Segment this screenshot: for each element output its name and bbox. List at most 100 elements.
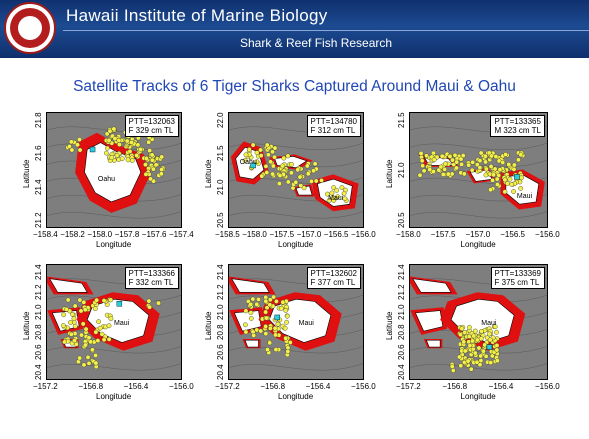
bathymetry-map: [47, 125, 181, 219]
track-point: [77, 355, 83, 361]
x-tick-label: −156.0: [535, 230, 560, 239]
x-tick-label: −156.5: [500, 230, 525, 239]
track-point: [259, 173, 265, 179]
bathymetry-map: [410, 125, 547, 219]
shark-id-legend: PTT=133369 F 375 cm TL: [490, 267, 545, 289]
bathymetry-map: [47, 276, 181, 371]
track-point: [477, 165, 483, 170]
track-point: [494, 343, 500, 348]
track-point: [104, 145, 110, 151]
track-point: [68, 331, 74, 337]
x-tick-label: −157.5: [430, 230, 456, 239]
depth-contour: [47, 211, 181, 219]
track-point: [153, 162, 159, 168]
track-point: [273, 332, 278, 338]
y-tick-label: 21.0: [397, 304, 406, 320]
y-tick-label: 21.5: [216, 145, 225, 162]
page-title: Satellite Tracks of 6 Tiger Sharks Captu…: [73, 78, 516, 95]
track-point: [248, 301, 254, 307]
track-point: [72, 338, 77, 344]
track-point: [68, 139, 74, 145]
track-point: [264, 142, 270, 148]
track-point: [265, 347, 270, 353]
track-point: [297, 174, 303, 180]
track-point: [69, 147, 75, 153]
track-point: [458, 156, 464, 162]
track-point: [481, 348, 486, 354]
y-tick-label: 21.4: [34, 179, 43, 195]
x-tick-label: −157.2: [396, 382, 421, 391]
track-point: [159, 167, 164, 172]
y-tick-label: 21.0: [34, 304, 43, 320]
track-point: [254, 150, 260, 156]
track-point: [504, 181, 510, 186]
track-point: [487, 337, 493, 343]
track-point: [88, 339, 94, 345]
track-point: [99, 331, 105, 337]
header-subtitle: Shark & Reef Fish Research: [240, 36, 393, 50]
map-plot-area: Maui PTT=133366 F 332 cm TL: [46, 264, 182, 380]
track-point: [289, 170, 294, 176]
header-title: Hawaii Institute of Marine Biology: [66, 6, 328, 25]
x-tick-label: −158.0: [242, 230, 267, 239]
y-tick-label: 21.2: [216, 284, 225, 300]
track-point: [454, 159, 460, 165]
depth-contour: [229, 211, 363, 219]
track-point: [311, 168, 316, 174]
track-point: [278, 305, 284, 311]
track-point: [460, 153, 466, 158]
track-point: [450, 157, 455, 163]
track-point: [267, 302, 273, 308]
track-point: [93, 329, 99, 335]
x-axis-label: Longitude: [278, 240, 314, 249]
track-point: [90, 347, 95, 353]
track-point: [489, 353, 495, 359]
y-tick-label: 21.0: [397, 162, 406, 178]
depth-contour: [410, 142, 547, 150]
track-point: [263, 309, 269, 315]
track-point: [271, 294, 277, 300]
track-point: [243, 308, 249, 314]
track-point: [331, 185, 337, 191]
island-landmass: [425, 339, 441, 348]
track-point: [77, 137, 82, 142]
track-point: [452, 152, 458, 158]
island-landmass: [244, 339, 259, 348]
island-landmass: [49, 278, 88, 293]
x-tick-label: −156.4: [123, 382, 149, 391]
track-point: [78, 308, 84, 314]
track-point: [469, 167, 475, 173]
track-point: [70, 311, 75, 317]
x-tick-label: −158.4: [33, 230, 58, 239]
track-point: [478, 150, 484, 156]
track-point: [420, 163, 426, 169]
track-point: [334, 187, 340, 193]
track-point: [466, 324, 472, 330]
y-tick-label: 20.5: [397, 212, 406, 228]
track-point: [488, 360, 494, 365]
track-point: [159, 154, 165, 160]
x-tick-label: −158.5: [215, 230, 240, 239]
track-point: [111, 126, 117, 132]
release-point: [89, 146, 96, 153]
y-tick-label: 20.4: [34, 364, 43, 380]
track-point: [263, 163, 269, 169]
track-point: [106, 323, 112, 329]
shark-id-legend: PTT=133366 F 332 cm TL: [124, 267, 179, 289]
x-tick-label: −156.0: [351, 382, 376, 391]
island-label: Maui: [516, 192, 533, 200]
track-point: [150, 166, 156, 172]
x-tick-label: −156.4: [488, 382, 514, 391]
track-point: [148, 176, 153, 182]
y-tick-label: 21.2: [34, 212, 43, 228]
bathymetry-map: [229, 276, 363, 371]
track-point: [471, 333, 477, 339]
track-point: [461, 339, 467, 345]
track-point: [83, 342, 88, 348]
track-point: [106, 336, 112, 342]
track-point: [283, 308, 289, 313]
track-point: [305, 171, 311, 177]
track-point: [265, 152, 271, 158]
track-point: [270, 171, 275, 177]
track-point: [284, 313, 290, 319]
